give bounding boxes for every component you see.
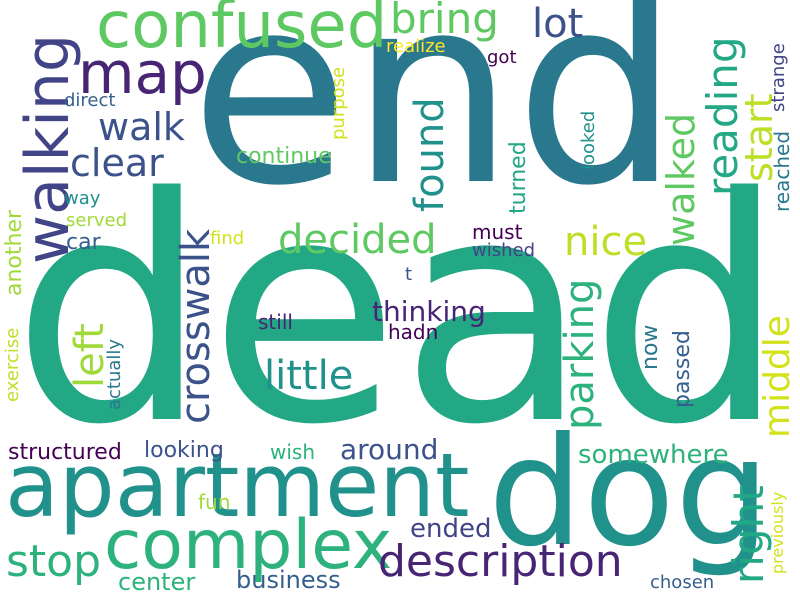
word-actually: actually — [104, 338, 125, 410]
word-clear: clear — [70, 141, 164, 185]
word-lot: lot — [532, 1, 584, 47]
word-found: found — [407, 97, 453, 212]
word-parking: parking — [557, 278, 603, 430]
word-right: right — [724, 485, 773, 584]
word-turned: turned — [506, 141, 531, 214]
word-still: still — [258, 310, 293, 334]
word-another: another — [2, 209, 27, 296]
word-thinking: thinking — [372, 295, 486, 328]
word-map: map — [78, 39, 207, 107]
word-complex: complex — [104, 506, 393, 585]
word-purpose: purpose — [328, 66, 349, 140]
word-continue: continue — [236, 144, 332, 169]
word-passed: passed — [670, 330, 695, 408]
word-strange: strange — [768, 43, 789, 112]
word-dead: dead — [12, 132, 787, 493]
word-walk: walk — [98, 105, 185, 149]
word-way: way — [64, 188, 101, 209]
word-must: must — [472, 220, 523, 244]
word-crosswalk: crosswalk — [173, 228, 219, 424]
word-structured: structured — [8, 440, 122, 465]
word-wished: wished — [472, 240, 536, 261]
word-walked: walked — [659, 112, 703, 246]
word-direct: direct — [64, 90, 116, 111]
word-t: t — [405, 264, 413, 285]
word-business: business — [236, 566, 341, 594]
word-looked: looked — [578, 110, 599, 170]
word-now: now — [638, 324, 663, 370]
word-somewhere: somewhere — [578, 440, 729, 470]
word-exercise: exercise — [2, 327, 23, 402]
word-end: end — [190, 0, 680, 243]
word-previously: previously — [768, 491, 787, 574]
word-realize: realize — [386, 36, 446, 57]
word-little: little — [264, 353, 354, 399]
word-served: served — [66, 210, 128, 231]
word-got: got — [487, 47, 517, 68]
word-confused: confused — [96, 0, 388, 63]
word-description: description — [378, 536, 623, 587]
word-ended: ended — [410, 514, 492, 544]
word-bring: bring — [390, 0, 499, 43]
word-hadn: hadn — [388, 320, 439, 344]
word-car: car — [66, 230, 101, 255]
word-around: around — [340, 433, 439, 466]
word-decided: decided — [278, 217, 437, 263]
word-looking: looking — [144, 438, 224, 463]
word-fun: fun — [198, 490, 231, 514]
word-middle: middle — [757, 315, 798, 438]
word-stop: stop — [6, 536, 102, 587]
word-chosen: chosen — [650, 572, 715, 593]
word-reached: reached — [770, 130, 794, 212]
word-nice: nice — [564, 219, 648, 265]
word-wish: wish — [270, 440, 316, 464]
word-center: center — [118, 568, 196, 596]
word-find: find — [210, 228, 245, 249]
word-dog: dog — [488, 406, 771, 580]
word-apartment: apartment — [5, 434, 470, 537]
